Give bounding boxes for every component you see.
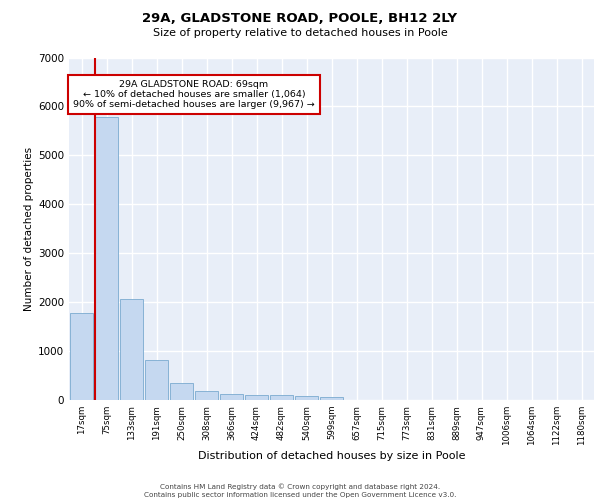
Text: Contains HM Land Registry data © Crown copyright and database right 2024.
Contai: Contains HM Land Registry data © Crown c… <box>144 484 456 498</box>
Bar <box>320 397 343 400</box>
Bar <box>95 117 118 400</box>
Bar <box>220 394 243 400</box>
Text: 29A GLADSTONE ROAD: 69sqm
← 10% of detached houses are smaller (1,064)
90% of se: 29A GLADSTONE ROAD: 69sqm ← 10% of detac… <box>73 80 315 110</box>
Bar <box>245 395 268 400</box>
Text: 29A, GLADSTONE ROAD, POOLE, BH12 2LY: 29A, GLADSTONE ROAD, POOLE, BH12 2LY <box>142 12 458 26</box>
Bar <box>270 396 293 400</box>
Bar <box>295 396 318 400</box>
Y-axis label: Number of detached properties: Number of detached properties <box>24 146 34 311</box>
Bar <box>195 391 218 400</box>
Text: Size of property relative to detached houses in Poole: Size of property relative to detached ho… <box>152 28 448 38</box>
Bar <box>145 360 168 400</box>
Bar <box>120 299 143 400</box>
X-axis label: Distribution of detached houses by size in Poole: Distribution of detached houses by size … <box>198 451 465 461</box>
Bar <box>170 384 193 400</box>
Bar <box>70 313 93 400</box>
